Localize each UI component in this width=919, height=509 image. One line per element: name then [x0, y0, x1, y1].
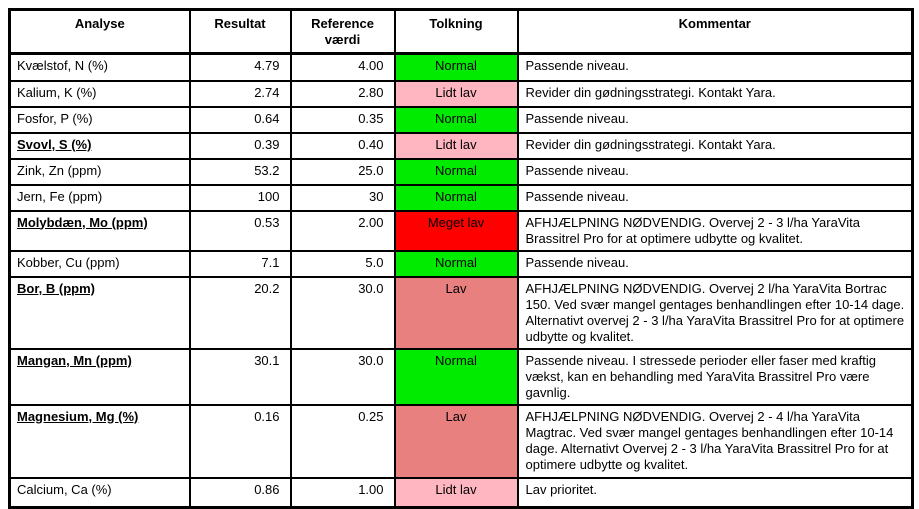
analyse-label: Bor, B (ppm) [17, 280, 95, 296]
cell-resultat: 53.2 [188, 157, 292, 186]
column-header-resultat: Resultat [188, 8, 292, 55]
cell-reference: 1.00 [289, 476, 396, 509]
status-badge: Meget lav [393, 209, 519, 252]
cell-analyse: Magnesium, Mg (%) [8, 403, 191, 479]
analyse-label: Jern, Fe (ppm) [17, 188, 103, 204]
report-page: Analyse Resultat Reference værdi Tolknin… [8, 8, 914, 509]
table-row: Svovl, S (%) 0.39 0.40 Lidt lav Revider … [8, 131, 914, 160]
cell-resultat: 2.74 [188, 79, 292, 108]
cell-resultat: 7.1 [188, 249, 292, 278]
cell-kommentar: Passende niveau. [516, 105, 914, 134]
status-badge: Lidt lav [393, 131, 519, 160]
cell-reference: 0.25 [289, 403, 396, 479]
table-row: Kvælstof, N (%) 4.79 4.00 Normal Passend… [8, 52, 914, 82]
status-badge: Normal [393, 157, 519, 186]
analyse-label: Kobber, Cu (ppm) [17, 254, 120, 270]
column-header-kommentar: Kommentar [516, 8, 914, 55]
cell-kommentar: AFHJÆLPNING NØDVENDIG. Overvej 2 - 3 l/h… [516, 209, 914, 252]
table-row: Bor, B (ppm) 20.2 30.0 Lav AFHJÆLPNING N… [8, 275, 914, 350]
analyse-label: Molybdæn, Mo (ppm) [17, 214, 148, 230]
analyse-label: Calcium, Ca (%) [17, 481, 112, 497]
analyse-label: Magnesium, Mg (%) [17, 408, 139, 424]
cell-kommentar: Passende niveau. [516, 52, 914, 82]
status-badge: Normal [393, 105, 519, 134]
status-badge: Lidt lav [393, 476, 519, 509]
cell-reference: 4.00 [289, 52, 396, 82]
cell-kommentar: Passende niveau. [516, 183, 914, 212]
cell-analyse: Svovl, S (%) [8, 131, 191, 160]
cell-resultat: 0.16 [188, 403, 292, 479]
table-row: Mangan, Mn (ppm) 30.1 30.0 Normal Passen… [8, 347, 914, 406]
cell-kommentar: Lav prioritet. [516, 476, 914, 509]
table-body: Kvælstof, N (%) 4.79 4.00 Normal Passend… [8, 52, 914, 509]
table-row: Calcium, Ca (%) 0.86 1.00 Lidt lav Lav p… [8, 476, 914, 509]
cell-reference: 25.0 [289, 157, 396, 186]
status-badge: Lav [393, 403, 519, 479]
cell-analyse: Zink, Zn (ppm) [8, 157, 191, 186]
cell-kommentar: Passende niveau. [516, 249, 914, 278]
cell-analyse: Kalium, K (%) [8, 79, 191, 108]
analyse-label: Svovl, S (%) [17, 136, 92, 152]
cell-resultat: 0.39 [188, 131, 292, 160]
cell-reference: 2.80 [289, 79, 396, 108]
table-row: Fosfor, P (%) 0.64 0.35 Normal Passende … [8, 105, 914, 134]
table-row: Molybdæn, Mo (ppm) 0.53 2.00 Meget lav A… [8, 209, 914, 252]
table-row: Jern, Fe (ppm) 100 30 Normal Passende ni… [8, 183, 914, 212]
cell-analyse: Mangan, Mn (ppm) [8, 347, 191, 406]
cell-resultat: 20.2 [188, 275, 292, 350]
cell-analyse: Jern, Fe (ppm) [8, 183, 191, 212]
cell-kommentar: AFHJÆLPNING NØDVENDIG. Overvej 2 - 4 l/h… [516, 403, 914, 479]
cell-kommentar: AFHJÆLPNING NØDVENDIG. Overvej 2 l/ha Ya… [516, 275, 914, 350]
cell-reference: 0.35 [289, 105, 396, 134]
cell-reference: 30.0 [289, 275, 396, 350]
cell-kommentar: Passende niveau. I stressede perioder el… [516, 347, 914, 406]
cell-reference: 2.00 [289, 209, 396, 252]
column-header-tolkning: Tolkning [393, 8, 519, 55]
cell-reference: 30 [289, 183, 396, 212]
cell-analyse: Bor, B (ppm) [8, 275, 191, 350]
analyse-label: Zink, Zn (ppm) [17, 162, 102, 178]
column-header-reference: Reference værdi [289, 8, 396, 55]
analysis-table: Analyse Resultat Reference værdi Tolknin… [8, 8, 914, 509]
column-header-analyse: Analyse [8, 8, 191, 55]
cell-analyse: Kvælstof, N (%) [8, 52, 191, 82]
cell-resultat: 0.64 [188, 105, 292, 134]
status-badge: Normal [393, 347, 519, 406]
cell-resultat: 0.86 [188, 476, 292, 509]
table-row: Kalium, K (%) 2.74 2.80 Lidt lav Revider… [8, 79, 914, 108]
table-row: Kobber, Cu (ppm) 7.1 5.0 Normal Passende… [8, 249, 914, 278]
status-badge: Normal [393, 249, 519, 278]
analyse-label: Fosfor, P (%) [17, 110, 93, 126]
cell-analyse: Kobber, Cu (ppm) [8, 249, 191, 278]
cell-kommentar: Revider din gødningsstrategi. Kontakt Ya… [516, 79, 914, 108]
table-row: Magnesium, Mg (%) 0.16 0.25 Lav AFHJÆLPN… [8, 403, 914, 479]
cell-reference: 30.0 [289, 347, 396, 406]
table-header: Analyse Resultat Reference værdi Tolknin… [8, 8, 914, 55]
cell-resultat: 100 [188, 183, 292, 212]
status-badge: Lidt lav [393, 79, 519, 108]
analyse-label: Mangan, Mn (ppm) [17, 352, 132, 368]
cell-analyse: Molybdæn, Mo (ppm) [8, 209, 191, 252]
cell-reference: 0.40 [289, 131, 396, 160]
status-badge: Lav [393, 275, 519, 350]
cell-reference: 5.0 [289, 249, 396, 278]
analyse-label: Kvælstof, N (%) [17, 58, 109, 73]
cell-analyse: Fosfor, P (%) [8, 105, 191, 134]
cell-resultat: 0.53 [188, 209, 292, 252]
status-badge: Normal [393, 183, 519, 212]
cell-kommentar: Passende niveau. [516, 157, 914, 186]
cell-resultat: 30.1 [188, 347, 292, 406]
cell-kommentar: Revider din gødningsstrategi. Kontakt Ya… [516, 131, 914, 160]
status-badge: Normal [393, 52, 519, 82]
analyse-label: Kalium, K (%) [17, 84, 97, 100]
table-row: Zink, Zn (ppm) 53.2 25.0 Normal Passende… [8, 157, 914, 186]
cell-resultat: 4.79 [188, 52, 292, 82]
header-row: Analyse Resultat Reference værdi Tolknin… [8, 8, 914, 55]
cell-analyse: Calcium, Ca (%) [8, 476, 191, 509]
